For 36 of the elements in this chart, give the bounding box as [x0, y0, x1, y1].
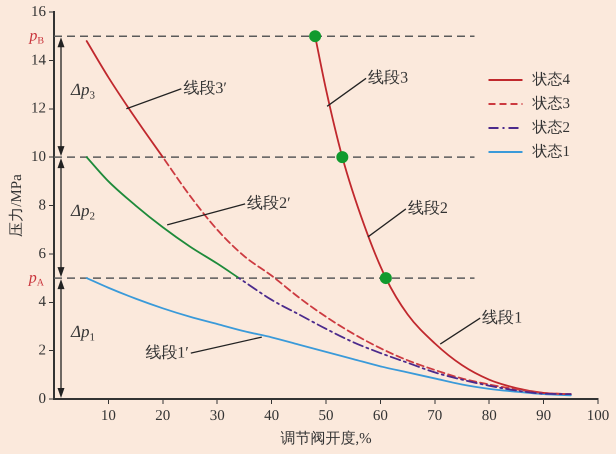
annotation: 线段3′ [183, 78, 227, 97]
y-tick-label: 16 [31, 4, 46, 20]
x-tick-label: 70 [427, 408, 442, 424]
line-series [238, 277, 572, 396]
annotation: 线段2 [408, 199, 448, 218]
annotation: 线段1′ [145, 343, 189, 362]
x-tick-label: 80 [482, 408, 497, 424]
y-tick-label: 4 [38, 294, 46, 310]
y-tick-label: 0 [38, 390, 46, 407]
x-tick-label: 90 [536, 408, 552, 424]
point [309, 30, 322, 42]
x-tick-label: 20 [155, 408, 170, 424]
x-tick-label: 40 [264, 408, 280, 424]
legend-label: 状态2 [532, 118, 570, 136]
annotation: 线段2′ [247, 194, 291, 212]
x-tick-label: 100 [586, 408, 610, 424]
x-tick-label: 10 [100, 408, 116, 424]
legend-label: 状态3 [532, 94, 570, 112]
x-axis-title: 调节阀开度,% [280, 430, 372, 447]
point [380, 272, 392, 284]
legend-label: 状态1 [532, 142, 570, 160]
y-tick-label: 2 [38, 342, 46, 359]
x-tick-label: 50 [318, 408, 334, 424]
y-tick-label: 8 [38, 197, 46, 214]
annotation: 线段1 [482, 308, 522, 326]
y-tick-label: 6 [38, 246, 46, 262]
x-tick-label: 30 [210, 408, 225, 424]
y-tick-label: 10 [31, 149, 46, 166]
annotation: 线段3 [368, 68, 408, 87]
y-axis-title: 压力/MPa [8, 174, 25, 237]
y-tick-label: 14 [31, 52, 46, 68]
line-series [162, 156, 572, 396]
legend-label: 状态4 [532, 70, 570, 88]
x-tick-label: 60 [372, 408, 388, 424]
y-tick-label: 12 [31, 100, 46, 117]
point [336, 151, 348, 164]
